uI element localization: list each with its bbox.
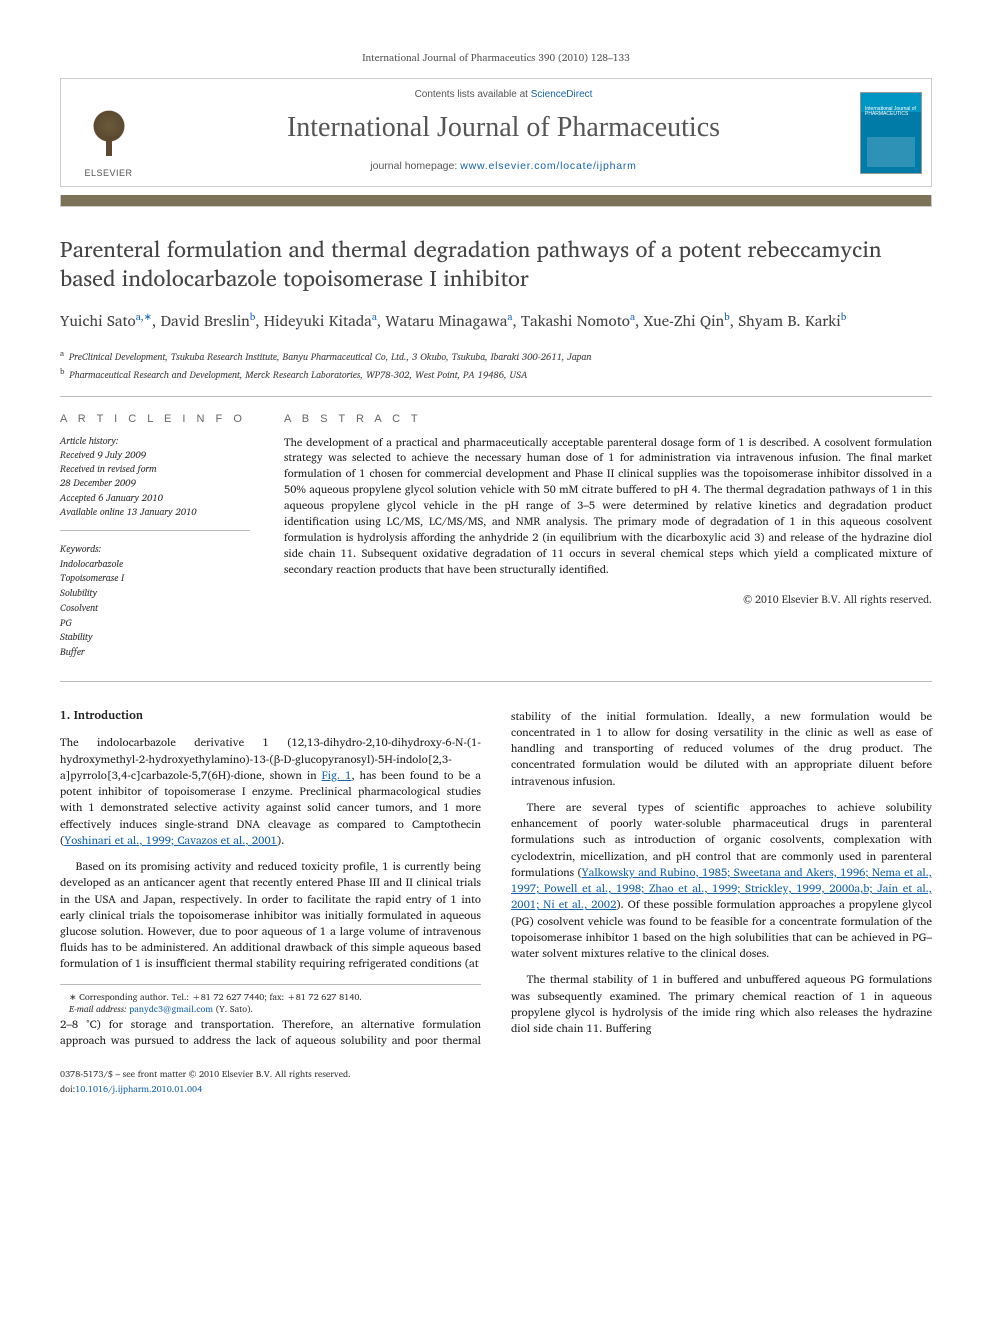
- author-affil-marker: a: [372, 309, 377, 325]
- keywords-block: Keywords: IndolocarbazoleTopoisomerase I…: [60, 543, 250, 661]
- history-label: Article history:: [60, 435, 250, 449]
- author-list: Yuichi Satoa,∗, David Breslinb, Hideyuki…: [60, 310, 932, 333]
- masthead-center: Contents lists available at ScienceDirec…: [156, 79, 851, 186]
- footer-left: 0378-5173/$ – see front matter © 2010 El…: [60, 1066, 351, 1096]
- sciencedirect-link[interactable]: ScienceDirect: [531, 89, 593, 100]
- journal-cover-thumb: International Journal of PHARMACEUTICS: [851, 79, 931, 186]
- body-para-4: There are several types of scientific ap…: [511, 799, 932, 961]
- running-header: International Journal of Pharmaceutics 3…: [60, 50, 932, 66]
- journal-homepage-link[interactable]: www.elsevier.com/locate/ijpharm: [460, 160, 637, 172]
- masthead-rule-bar: [60, 195, 932, 207]
- author: Hideyuki Kitada: [264, 308, 372, 333]
- affiliation: b Pharmaceutical Research and Developmen…: [60, 365, 932, 383]
- article-body: 1. Introduction The indolocarbazole deri…: [60, 708, 932, 1049]
- author: David Breslin: [161, 308, 250, 333]
- abstract-copyright: © 2010 Elsevier B.V. All rights reserved…: [284, 590, 932, 608]
- publisher-name: ELSEVIER: [84, 168, 132, 178]
- doi-link[interactable]: 10.1016/j.ijpharm.2010.01.004: [75, 1081, 202, 1096]
- author: Wataru Minagawa: [386, 308, 508, 333]
- publisher-logo-block: ELSEVIER: [61, 79, 156, 186]
- affiliation: a PreClinical Development, Tsukuba Resea…: [60, 347, 932, 365]
- keywords-label: Keywords:: [60, 543, 250, 558]
- body-para-2: Based on its promising activity and redu…: [60, 858, 481, 972]
- keyword: PG: [60, 617, 250, 632]
- abstract-text: The development of a practical and pharm…: [284, 435, 932, 578]
- author: Takashi Nomoto: [521, 308, 630, 333]
- article-info-heading: A R T I C L E I N F O: [60, 413, 250, 425]
- cover-image-placeholder: [867, 137, 915, 167]
- author-affil-marker: b: [250, 309, 256, 325]
- footer-doi-line: doi:10.1016/j.ijpharm.2010.01.004: [60, 1081, 351, 1096]
- article-history-block: Article history: Received 9 July 2009Rec…: [60, 435, 250, 532]
- affiliation-list: a PreClinical Development, Tsukuba Resea…: [60, 347, 932, 384]
- cover-title: International Journal of PHARMACEUTICS: [865, 107, 917, 118]
- keyword: Solubility: [60, 587, 250, 602]
- keyword: Stability: [60, 631, 250, 646]
- corresponding-author-footnote: ∗ Corresponding author. Tel.: +81 72 627…: [60, 984, 481, 1016]
- journal-masthead: ELSEVIER Contents lists available at Sci…: [60, 78, 932, 187]
- doi-prefix: doi:: [60, 1081, 75, 1096]
- history-line: Available online 13 January 2010: [60, 506, 250, 520]
- history-line: Received in revised form: [60, 463, 250, 477]
- author-affil-marker: a: [630, 309, 635, 325]
- homepage-prefix: journal homepage:: [370, 160, 460, 172]
- ref-link-1[interactable]: Yoshinari et al., 1999; Cavazos et al., …: [64, 831, 277, 849]
- author-affil-marker: a,∗: [136, 309, 152, 325]
- history-line: 28 December 2009: [60, 477, 250, 491]
- body-p1c: ).: [277, 831, 284, 849]
- abstract-column: A B S T R A C T The development of a pra…: [284, 413, 932, 661]
- article-title: Parenteral formulation and thermal degra…: [60, 235, 932, 292]
- article-info-column: A R T I C L E I N F O Article history: R…: [60, 413, 250, 661]
- contents-available-line: Contents lists available at ScienceDirec…: [166, 89, 841, 100]
- footer-copyright-line: 0378-5173/$ – see front matter © 2010 El…: [60, 1066, 351, 1081]
- keyword: Cosolvent: [60, 602, 250, 617]
- keyword: Indolocarbazole: [60, 558, 250, 573]
- body-para-1: The indolocarbazole derivative 1 (12,13-…: [60, 734, 481, 848]
- contents-prefix: Contents lists available at: [415, 89, 531, 100]
- author: Shyam B. Karki: [738, 308, 840, 333]
- body-para-5: The thermal stability of 1 in buffered a…: [511, 971, 932, 1036]
- author: Xue-Zhi Qin: [644, 308, 725, 333]
- abstract-heading: A B S T R A C T: [284, 413, 932, 425]
- corr-email-line: E-mail address: panydc3@gmail.com (Y. Sa…: [60, 1003, 481, 1016]
- journal-homepage-line: journal homepage: www.elsevier.com/locat…: [166, 160, 841, 172]
- page-footer: 0378-5173/$ – see front matter © 2010 El…: [60, 1066, 932, 1096]
- author-affil-marker: b: [841, 309, 847, 325]
- author-affil-marker: a: [507, 309, 512, 325]
- keyword: Buffer: [60, 646, 250, 661]
- author-affil-marker: b: [724, 309, 730, 325]
- keyword: Topoisomerase I: [60, 572, 250, 587]
- elsevier-tree-icon: [79, 102, 139, 164]
- history-line: Accepted 6 January 2010: [60, 492, 250, 506]
- section-heading-intro: 1. Introduction: [60, 708, 481, 725]
- journal-name: International Journal of Pharmaceutics: [166, 112, 841, 144]
- history-line: Received 9 July 2009: [60, 449, 250, 463]
- author: Yuichi Sato: [60, 308, 136, 333]
